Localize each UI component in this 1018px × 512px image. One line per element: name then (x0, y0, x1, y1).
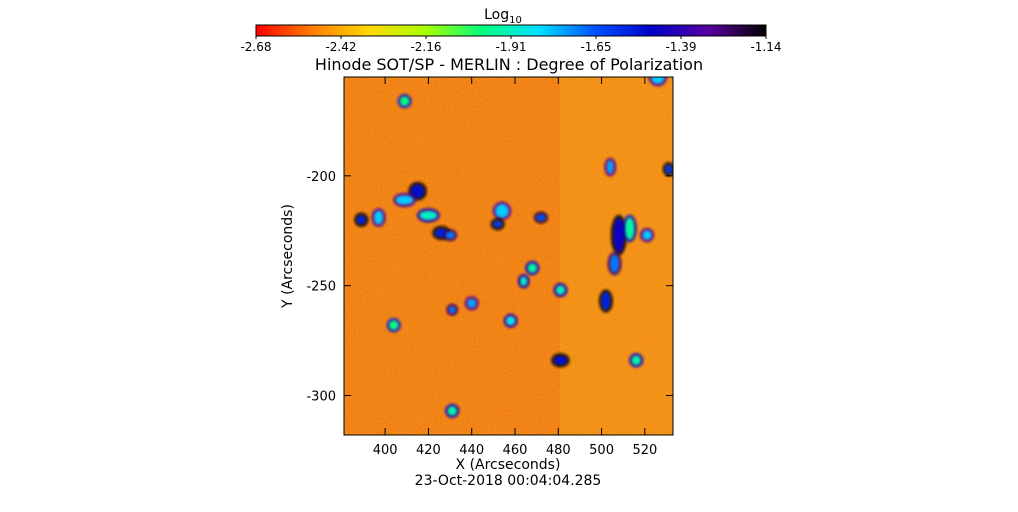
polarization-patch (610, 254, 619, 273)
polarization-patch (631, 355, 641, 365)
x-axis-ticks: 400 420 440 460 480 500 520 (373, 77, 657, 458)
y-tick-label: -250 (306, 280, 336, 295)
colorbar-label: Log10 (484, 7, 522, 26)
polarization-patch (389, 320, 399, 330)
y-axis-ticks: -200 -250 -300 (306, 170, 673, 404)
polarization-patch (613, 217, 625, 253)
x-tick-label: 420 (416, 443, 441, 458)
polarization-patch (356, 215, 366, 225)
y-tick-label: -200 (306, 170, 336, 185)
colorbar-tick-label: -1.65 (580, 40, 611, 54)
x-tick-label: 500 (589, 443, 614, 458)
polarization-patch (419, 210, 438, 220)
x-tick-label: 460 (503, 443, 528, 458)
polarization-patch (374, 210, 383, 225)
colorbar: Log10 -2.68 -2.42 -2.16 -1.91 -1.65 -1.39 -1.1… (240, 7, 781, 54)
polarization-patch (642, 230, 652, 240)
colorbar-tick-label: -2.16 (410, 40, 441, 54)
polarization-patch (395, 195, 414, 205)
polarization-patch (527, 263, 537, 273)
x-tick-label: 400 (373, 443, 398, 458)
polarization-patch (553, 355, 567, 365)
polarization-patch (606, 160, 614, 174)
colorbar-tick-label: -1.91 (495, 40, 526, 54)
polarization-patch (493, 220, 503, 228)
y-tick-label: -300 (306, 389, 336, 404)
colorbar-tick-label: -1.39 (665, 40, 696, 54)
chart-title: Hinode SOT/SP - MERLIN : Degree of Polar… (315, 55, 703, 74)
x-tick-label: 480 (546, 443, 571, 458)
polarization-patch (520, 276, 527, 286)
polarization-patch (651, 77, 665, 84)
colorbar-tick-label: -2.68 (240, 40, 271, 54)
colorbar-ticks: -2.68 -2.42 -2.16 -1.91 -1.65 -1.39 -1.14 (240, 36, 782, 54)
timestamp: 23-Oct-2018 00:04:04.285 (415, 473, 602, 489)
polarization-patch (411, 184, 425, 198)
polarization-patch (625, 217, 635, 240)
plot-frame (343, 76, 674, 436)
polarization-patch (467, 298, 477, 308)
polarization-patch (445, 231, 455, 239)
x-tick-label: 520 (632, 443, 657, 458)
polarization-patch (601, 292, 611, 310)
polarization-patch (447, 406, 457, 416)
heatmap-features (353, 77, 673, 451)
x-tick-label: 440 (459, 443, 484, 458)
polarization-patch (495, 204, 509, 218)
polarization-patch-halo (486, 436, 501, 451)
polarization-patch (536, 214, 546, 221)
polarization-patch (400, 96, 409, 106)
colorbar-gradient (255, 24, 767, 37)
y-axis-label: Y (Arcseconds) (280, 204, 296, 309)
x-axis-label: X (Arcseconds) (456, 457, 561, 473)
colorbar-tick-label: -1.14 (750, 40, 781, 54)
heatmap-plot-area: 400 420 440 460 480 500 520 -200 -250 -300 (306, 76, 674, 458)
polarization-patch (448, 306, 456, 314)
colorbar-tick-label: -2.42 (325, 40, 356, 54)
polarization-patch (489, 439, 498, 448)
polarization-patch (506, 316, 515, 326)
polarization-patch (556, 285, 565, 295)
polarization-patch (665, 164, 672, 174)
